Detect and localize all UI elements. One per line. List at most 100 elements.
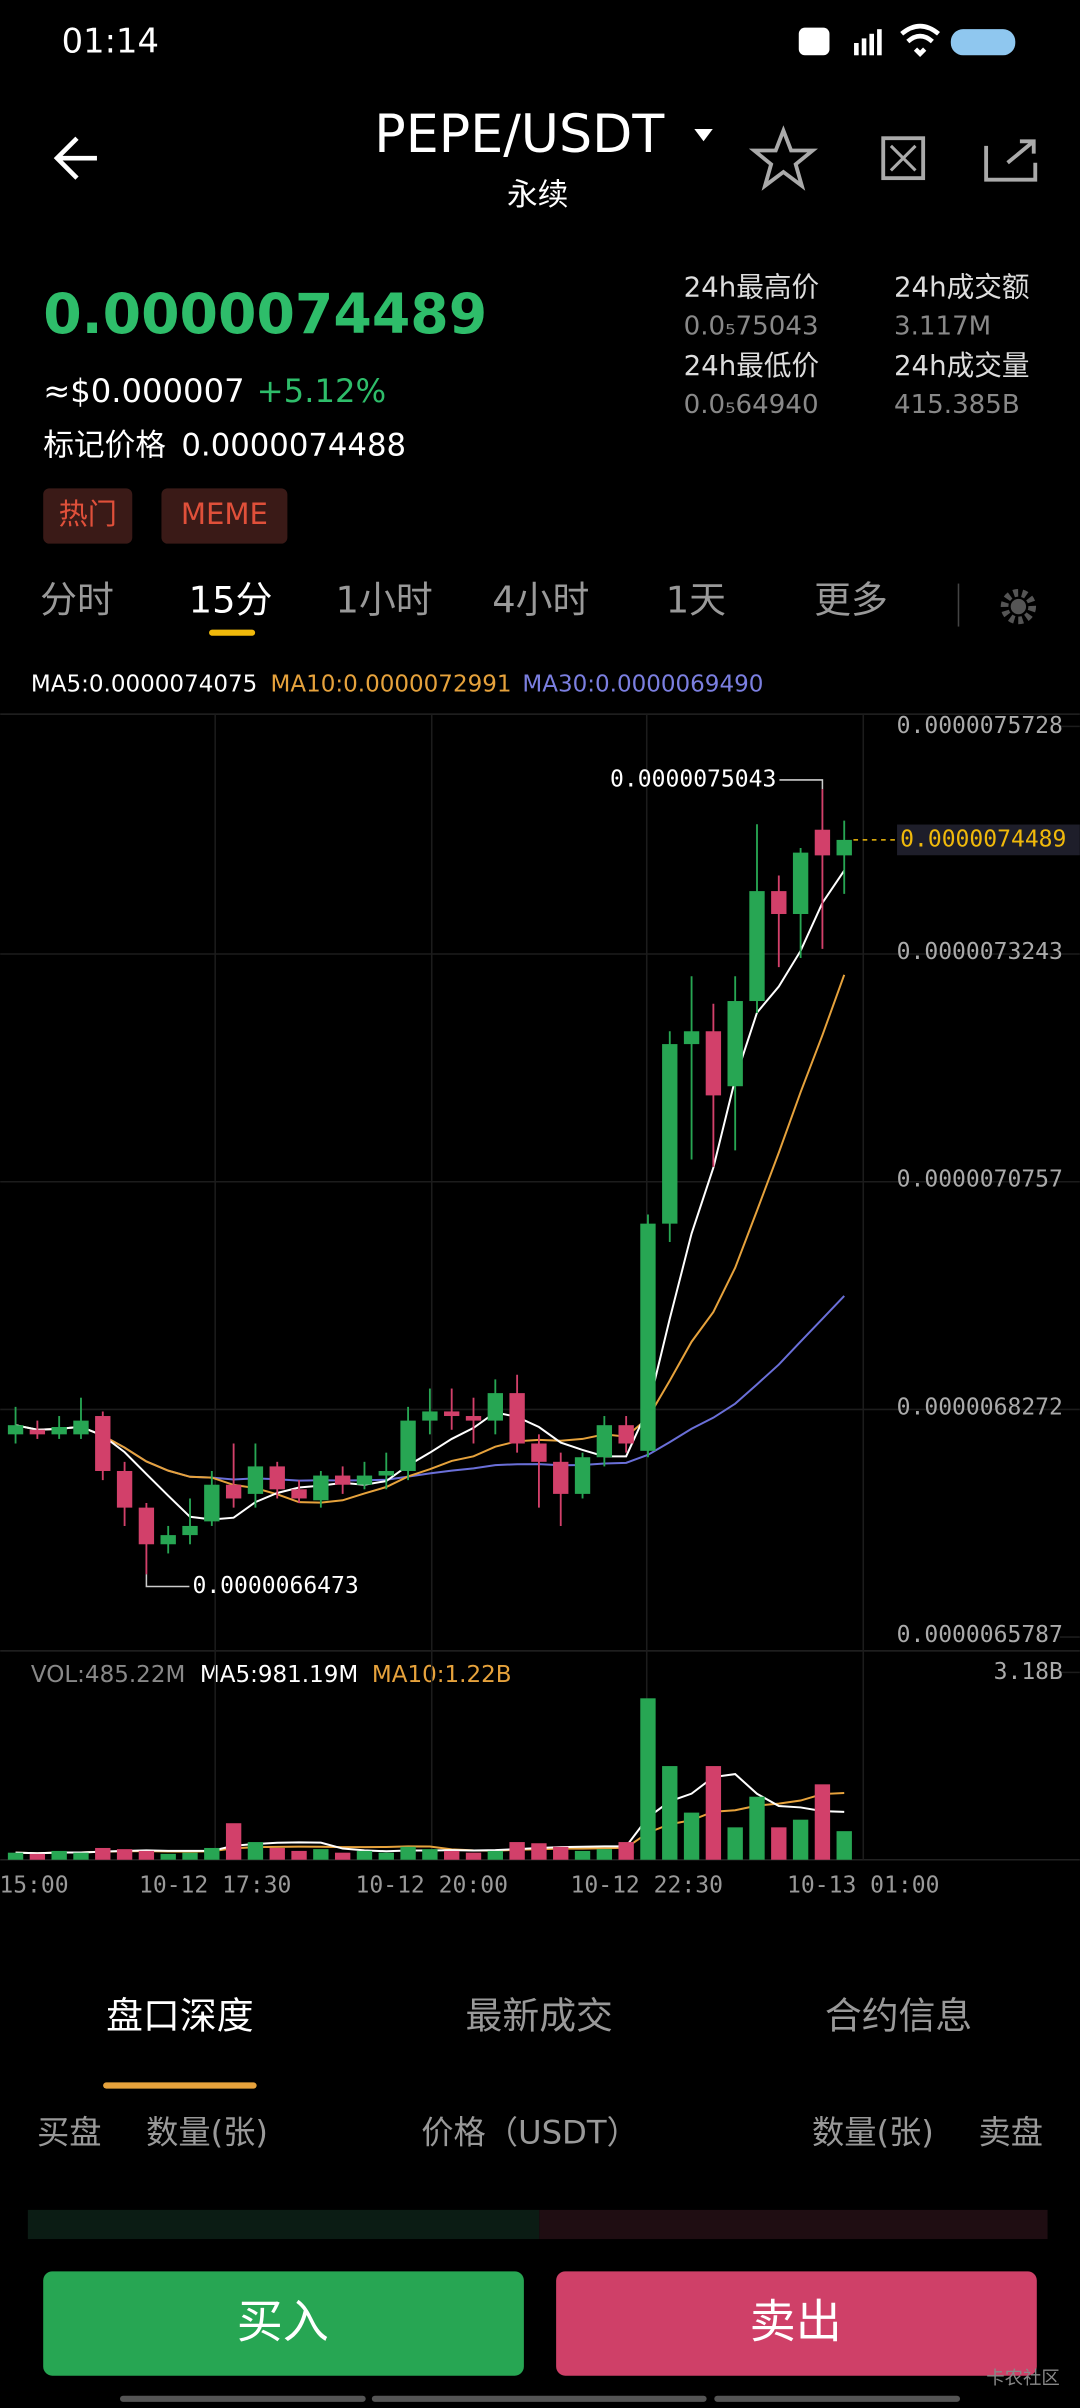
buy-label: 买入: [237, 2295, 329, 2349]
pair-title[interactable]: PEPE/USDT: [374, 105, 665, 165]
candle-body: [487, 1393, 503, 1421]
pair-dropdown[interactable]: [694, 129, 713, 142]
candle-body: [313, 1475, 329, 1501]
mark-price-label: 标记价格: [43, 427, 166, 463]
candle-body: [618, 1425, 634, 1444]
tag[interactable]: MEME: [181, 497, 268, 531]
candle-body: [378, 1470, 394, 1476]
y-tick-label: 0.0000075728: [897, 713, 1063, 739]
volume-bar: [116, 1849, 133, 1860]
candle-body: [574, 1457, 591, 1494]
volume-bar: [814, 1784, 831, 1860]
depth-bar-bid: [27, 2209, 540, 2240]
stat-label: 24h最低价: [684, 349, 820, 382]
volume-bar: [792, 1819, 809, 1860]
depth-header: 卖盘: [978, 2114, 1043, 2152]
candle-body: [247, 1466, 264, 1494]
stat-value: 3.117M: [894, 312, 991, 342]
volume-bar: [225, 1823, 242, 1860]
volume-bar: [313, 1849, 329, 1860]
volume-bar: [683, 1812, 700, 1860]
candle-body: [116, 1470, 133, 1508]
volume-bar: [247, 1842, 264, 1860]
candle-body: [334, 1475, 351, 1485]
volume-bar: [269, 1847, 285, 1860]
stat-label: 24h成交量: [894, 349, 1030, 382]
time-label: 10-12 22:30: [571, 1872, 723, 1898]
last-price: 0.0000074489: [43, 283, 487, 347]
status-icons: [798, 23, 1016, 58]
tag-bg: [43, 488, 133, 544]
candle-body: [422, 1411, 438, 1421]
volume-bar: [465, 1852, 482, 1860]
bottom-tab-active[interactable]: 盘口深度: [106, 1994, 253, 2037]
current-price-label: 0.0000074489: [900, 826, 1066, 852]
share-button[interactable]: [984, 139, 1038, 182]
stat-value: 0.0₅75043: [684, 312, 819, 342]
ma10-legend: MA10:0.0000072991: [270, 671, 511, 697]
candle-body: [771, 891, 787, 915]
candle-body: [792, 852, 809, 915]
candle-body: [204, 1484, 220, 1522]
volume-bar: [836, 1831, 852, 1860]
current-price-bg: [897, 824, 1080, 856]
high-label: 0.0000075043: [610, 766, 776, 792]
volume-bar: [553, 1846, 569, 1860]
usd-price: ≈$0.000007: [43, 372, 244, 410]
interval-tab-active[interactable]: 15分: [189, 579, 273, 622]
depth-header: 数量(张): [146, 2114, 268, 2152]
interval-tab[interactable]: 分时: [40, 579, 114, 622]
candle-body: [29, 1429, 46, 1435]
bottom-tab[interactable]: 合约信息: [825, 1994, 972, 2037]
kline-chart: 15:00 10-12 17:30 10-12 20:00 10-12 22:30 10…: [0, 713, 1080, 1898]
volume-bar: [640, 1698, 656, 1860]
fullscreen-button[interactable]: [881, 136, 926, 181]
depth-header: 买盘: [37, 2114, 102, 2152]
interval-tab[interactable]: 1小时: [336, 579, 433, 622]
depth-header: 价格（USDT）: [421, 2114, 639, 2152]
interval-tab[interactable]: 1天: [666, 579, 726, 622]
volume-bar: [574, 1850, 591, 1860]
volume-bar: [29, 1853, 46, 1860]
candle-body: [51, 1427, 67, 1435]
volume-bar: [160, 1853, 176, 1860]
buy-button[interactable]: [43, 2271, 524, 2376]
candle-body: [705, 1031, 722, 1096]
volume-bar: [487, 1850, 503, 1860]
tag[interactable]: 热门: [59, 497, 117, 531]
y-tick-label: 0.0000073243: [897, 939, 1063, 965]
volume-bar: [291, 1850, 307, 1860]
ma5-legend: MA5:0.0000074075: [31, 671, 257, 697]
vol-ma10-legend: MA10:1.22B: [372, 1662, 512, 1688]
volume-bar: [596, 1849, 613, 1860]
volume-bar: [182, 1852, 198, 1860]
candle-body: [95, 1416, 111, 1471]
volume-bar: [73, 1852, 89, 1860]
volume-bar: [618, 1842, 634, 1860]
candle-body: [225, 1484, 242, 1499]
candle-body: [553, 1461, 569, 1494]
back-button[interactable]: [53, 136, 97, 180]
bottom-tab[interactable]: 最新成交: [466, 1994, 613, 2037]
interval-tab[interactable]: 更多: [814, 579, 888, 622]
candle-body: [356, 1475, 373, 1485]
y-tick-label: 0.0000065787: [897, 1622, 1063, 1648]
settings-button[interactable]: [1000, 588, 1037, 625]
depth-bar-ask: [539, 2209, 1048, 2240]
volume-bar: [727, 1827, 743, 1860]
volume-bar: [138, 1850, 155, 1860]
candle-body: [444, 1411, 460, 1417]
candle-body: [73, 1420, 89, 1435]
sell-button[interactable]: [556, 2271, 1037, 2376]
volume-bar: [705, 1766, 722, 1860]
favorite-button[interactable]: [748, 125, 818, 191]
interval-tab[interactable]: 4小时: [492, 579, 589, 622]
candle-body: [7, 1425, 24, 1435]
low-label: 0.0000066473: [192, 1573, 358, 1599]
candle-body: [291, 1489, 307, 1499]
time-label: 10-12 17:30: [139, 1872, 291, 1898]
stat-value: 415.385B: [894, 390, 1020, 420]
watermark: 卡农社区: [986, 2368, 1060, 2389]
nav-bar: [119, 2395, 961, 2402]
